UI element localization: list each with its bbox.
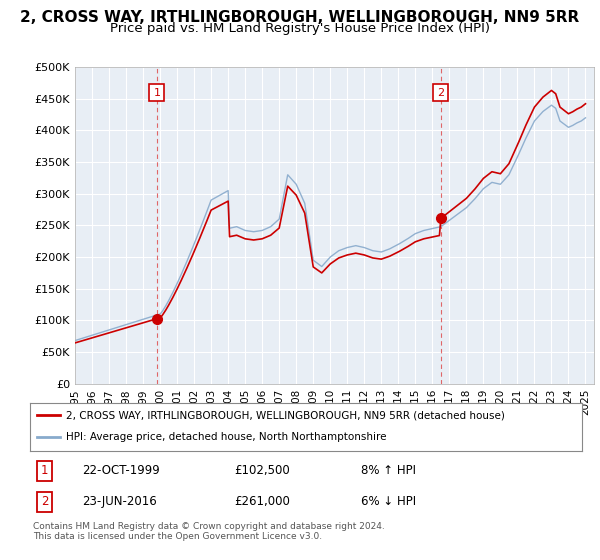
Text: 2, CROSS WAY, IRTHLINGBOROUGH, WELLINGBOROUGH, NN9 5RR (detached house): 2, CROSS WAY, IRTHLINGBOROUGH, WELLINGBO… xyxy=(66,410,505,420)
Text: HPI: Average price, detached house, North Northamptonshire: HPI: Average price, detached house, Nort… xyxy=(66,432,386,442)
Text: 2: 2 xyxy=(41,496,49,508)
Text: Contains HM Land Registry data © Crown copyright and database right 2024.
This d: Contains HM Land Registry data © Crown c… xyxy=(33,522,385,542)
Text: 8% ↑ HPI: 8% ↑ HPI xyxy=(361,464,416,478)
Text: £102,500: £102,500 xyxy=(234,464,290,478)
Text: Price paid vs. HM Land Registry's House Price Index (HPI): Price paid vs. HM Land Registry's House … xyxy=(110,22,490,35)
Text: 23-JUN-2016: 23-JUN-2016 xyxy=(82,496,157,508)
Text: 1: 1 xyxy=(41,464,49,478)
Text: 1: 1 xyxy=(154,87,160,97)
Text: 2, CROSS WAY, IRTHLINGBOROUGH, WELLINGBOROUGH, NN9 5RR: 2, CROSS WAY, IRTHLINGBOROUGH, WELLINGBO… xyxy=(20,10,580,25)
Text: 6% ↓ HPI: 6% ↓ HPI xyxy=(361,496,416,508)
Text: 2: 2 xyxy=(437,87,444,97)
Text: 22-OCT-1999: 22-OCT-1999 xyxy=(82,464,160,478)
Text: £261,000: £261,000 xyxy=(234,496,290,508)
